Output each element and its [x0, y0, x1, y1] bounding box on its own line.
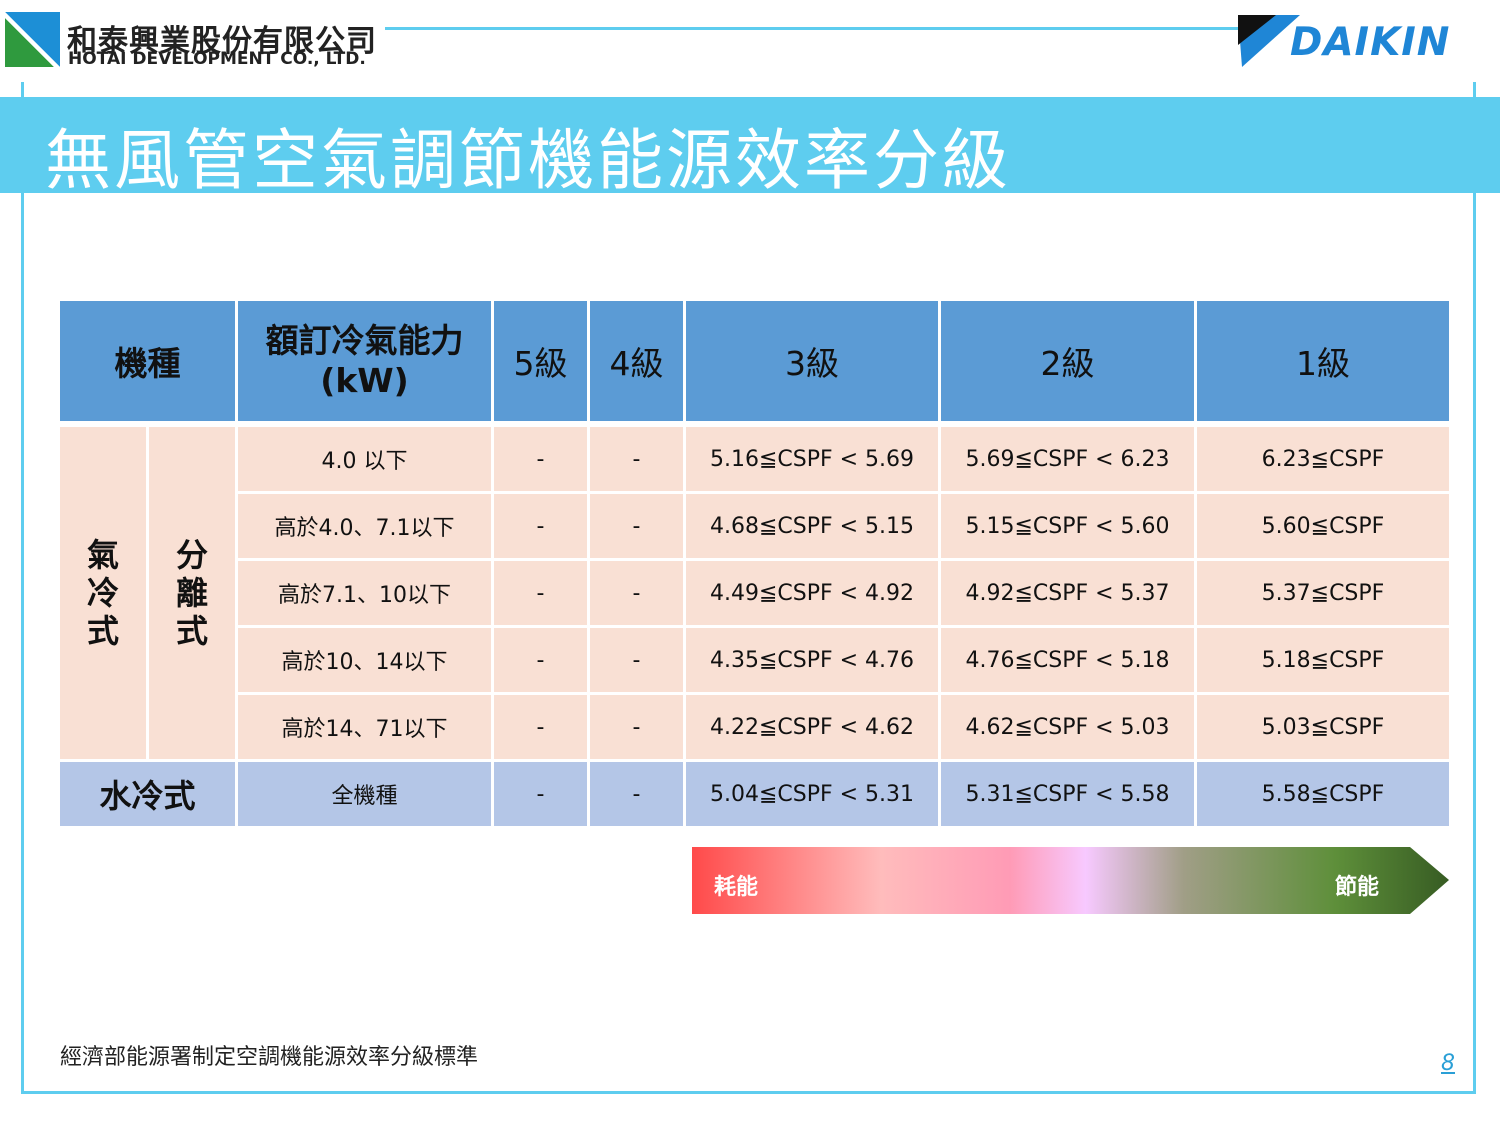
- grade1-cell: 5.60≦CSPF: [1194, 491, 1452, 561]
- grade1-cell: 5.37≦CSPF: [1194, 558, 1452, 628]
- daikin-logo-icon: [1238, 15, 1300, 67]
- grade4-cell: -: [587, 625, 686, 695]
- header-grade2: 2級: [938, 298, 1197, 426]
- group-air-cooled-label: 氣冷式: [86, 536, 119, 650]
- energy-consuming-label: 耗能: [714, 875, 759, 900]
- header-grade3: 3級: [683, 298, 941, 426]
- table-row: 高於4.0、7.1以下 - - 4.68≦CSPF < 5.15 5.15≦CS…: [59, 491, 1452, 561]
- grade3-cell: 5.16≦CSPF < 5.69: [683, 422, 941, 494]
- group-split-label: 分離式: [175, 536, 208, 650]
- table-row: 氣冷式 分離式 4.0 以下 - - 5.16≦CSPF < 5.69 5.69…: [57, 422, 1452, 762]
- capacity-cell: 高於14、71以下: [235, 692, 494, 762]
- grade2-cell: 4.92≦CSPF < 5.37: [938, 558, 1197, 628]
- grade3-cell: 5.04≦CSPF < 5.31: [683, 759, 941, 829]
- grade3-cell: 4.35≦CSPF < 4.76: [683, 625, 941, 695]
- grade1-cell: 5.03≦CSPF: [1194, 692, 1452, 762]
- capacity-cell: 4.0 以下: [235, 422, 494, 494]
- energy-saving-label: 節能: [1335, 875, 1380, 900]
- daikin-logo: DAIKIN: [1238, 15, 1493, 70]
- page-number: 8: [1441, 1051, 1455, 1076]
- capacity-cell: 高於4.0、7.1以下: [235, 491, 494, 561]
- source-note: 經濟部能源署制定空調機能源效率分級標準: [60, 1045, 479, 1070]
- grade1-cell: 5.18≦CSPF: [1194, 625, 1452, 695]
- grade3-cell: 4.22≦CSPF < 4.62: [683, 692, 941, 762]
- efficiency-table: 機種 額訂冷氣能力 (kW) 5級 4級 3級 2級 1級 氣冷式 分離式 4.…: [57, 298, 1452, 829]
- energy-scale-arrow: 耗能 節能: [692, 847, 1449, 914]
- hotai-logo: 和泰興業股份有限公司 HOTAI DEVELOPMENT CO., LTD.: [5, 12, 377, 70]
- page-title: 無風管空氣調節機能源效率分級: [45, 122, 1011, 199]
- header-divider: [385, 27, 1238, 30]
- header-grade4: 4級: [587, 298, 686, 426]
- grade5-cell: -: [491, 692, 590, 762]
- table-row: 高於7.1、10以下 - - 4.49≦CSPF < 4.92 4.92≦CSP…: [59, 558, 1452, 628]
- grade1-cell: 6.23≦CSPF: [1194, 422, 1452, 494]
- table-header-row: 機種 額訂冷氣能力 (kW) 5級 4級 3級 2級 1級: [57, 298, 1452, 426]
- company-name-en: HOTAI DEVELOPMENT CO., LTD.: [68, 49, 366, 69]
- table-row-water-cooled: 水冷式 全機種 - - 5.04≦CSPF < 5.31 5.31≦CSPF <…: [57, 759, 1452, 829]
- header-capacity: 額訂冷氣能力 (kW): [235, 298, 494, 426]
- grade4-cell: -: [587, 759, 686, 829]
- grade4-cell: -: [587, 491, 686, 561]
- grade4-cell: -: [587, 692, 686, 762]
- grade2-cell: 4.76≦CSPF < 5.18: [938, 625, 1197, 695]
- grade4-cell: -: [587, 558, 686, 628]
- grade4-cell: -: [587, 422, 686, 494]
- group-split: 分離式: [146, 422, 238, 762]
- capacity-cell: 高於10、14以下: [235, 625, 494, 695]
- hotai-logo-icon: [5, 12, 60, 67]
- title-bar: 無風管空氣調節機能源效率分級: [0, 97, 1500, 199]
- grade2-cell: 5.69≦CSPF < 6.23: [938, 422, 1197, 494]
- slide-frame: [21, 82, 1476, 1094]
- company-name-cn: 和泰興業股份有限公司: [67, 24, 377, 59]
- grade5-cell: -: [491, 491, 590, 561]
- capacity-cell: 全機種: [235, 759, 494, 829]
- table-row: 高於10、14以下 - - 4.35≦CSPF < 4.76 4.76≦CSPF…: [59, 625, 1452, 695]
- water-cooled-type: 水冷式: [57, 759, 238, 829]
- grade5-cell: -: [491, 759, 590, 829]
- capacity-cell: 高於7.1、10以下: [235, 558, 494, 628]
- header-type: 機種: [57, 298, 238, 426]
- header-grade1: 1級: [1194, 298, 1452, 426]
- grade2-cell: 5.15≦CSPF < 5.60: [938, 491, 1197, 561]
- grade2-cell: 4.62≦CSPF < 5.03: [938, 692, 1197, 762]
- grade5-cell: -: [491, 625, 590, 695]
- brand-name: DAIKIN: [1290, 20, 1451, 65]
- grade3-cell: 4.68≦CSPF < 5.15: [683, 491, 941, 561]
- group-air-cooled: 氣冷式: [57, 422, 149, 762]
- grade1-cell: 5.58≦CSPF: [1194, 759, 1452, 829]
- energy-gradient-arrow: [692, 847, 1449, 914]
- grade3-cell: 4.49≦CSPF < 4.92: [683, 558, 941, 628]
- header-grade5: 5級: [491, 298, 590, 426]
- table-row: 高於14、71以下 - - 4.22≦CSPF < 4.62 4.62≦CSPF…: [59, 692, 1452, 762]
- grade5-cell: -: [491, 422, 590, 494]
- grade2-cell: 5.31≦CSPF < 5.58: [938, 759, 1197, 829]
- grade5-cell: -: [491, 558, 590, 628]
